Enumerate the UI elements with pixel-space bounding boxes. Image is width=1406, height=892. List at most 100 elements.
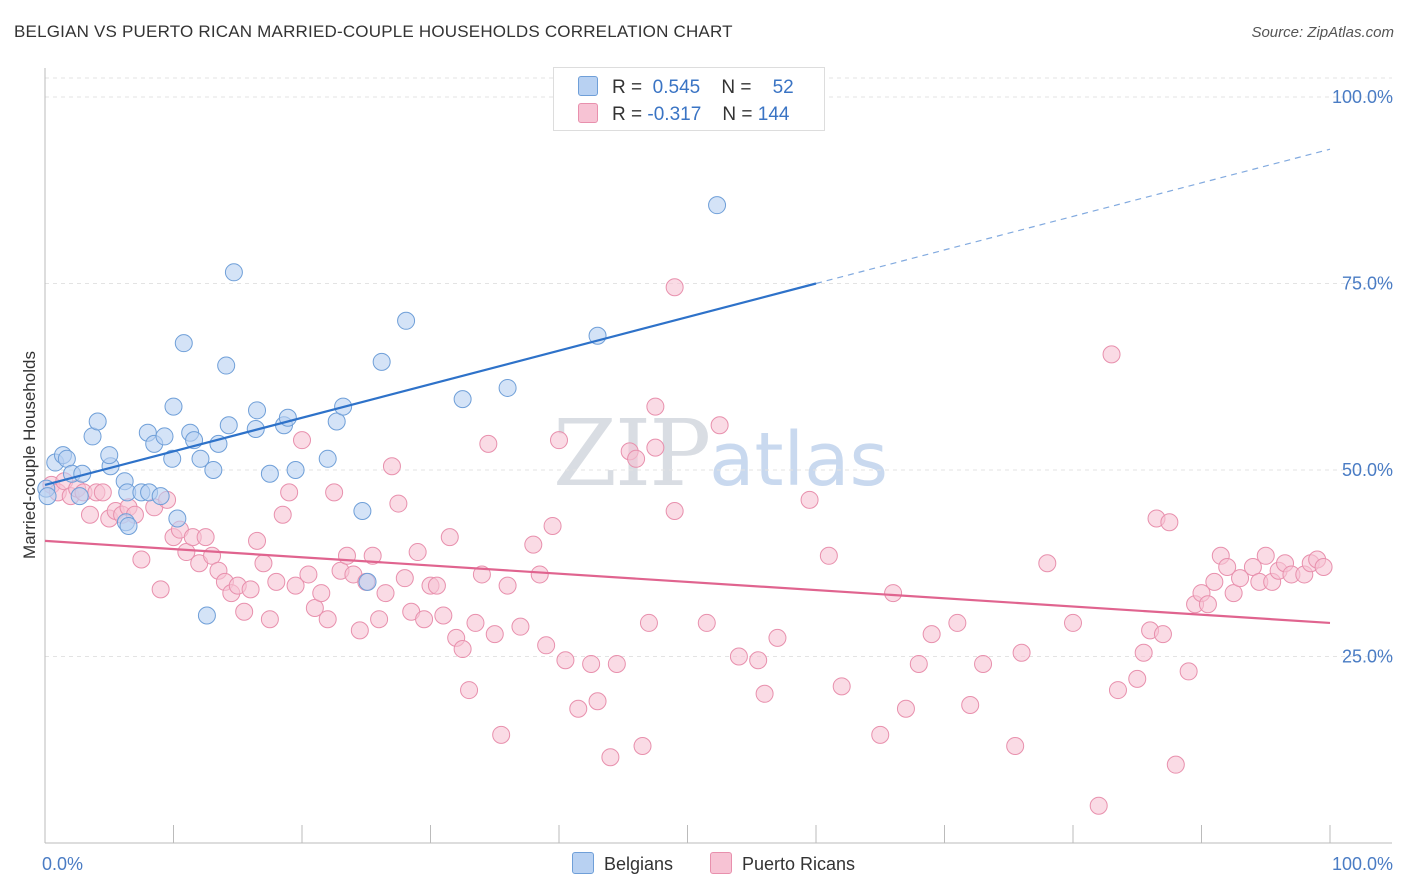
puerto-rican-point [511, 617, 530, 636]
legend-n-label: N = [722, 104, 753, 125]
puerto-rican-point [1205, 572, 1224, 591]
watermark: ZIPatlas [553, 400, 888, 507]
puerto-rican-point [871, 725, 890, 744]
puerto-rican-point [286, 576, 305, 595]
puerto-rican-point [646, 438, 665, 457]
puerto-rican-point [248, 531, 267, 550]
bottom-legend-label-belgians: Belgians [604, 854, 674, 874]
puerto-rican-point [434, 606, 453, 625]
puerto-rican-point [241, 580, 260, 599]
puerto-rican-point [755, 684, 774, 703]
puerto-rican-point [665, 278, 684, 297]
puerto-rican-point [582, 654, 601, 673]
puerto-rican-point [293, 431, 311, 450]
belgian-point [260, 464, 279, 483]
belgian-point [248, 401, 267, 420]
legend-n-value: 52 [772, 77, 794, 98]
puerto-rican-point [665, 502, 684, 521]
puerto-rican-point [1256, 546, 1275, 565]
puerto-rican-point [80, 505, 99, 524]
puerto-rican-point [1198, 595, 1217, 614]
belgian-point [353, 502, 372, 521]
bottom-legend-swatch-puerto-ricans [710, 852, 732, 874]
belgian-point [197, 606, 216, 625]
puerto-rican-point [543, 516, 562, 535]
puerto-rican-point [312, 584, 331, 603]
puerto-rican-point [1102, 345, 1121, 364]
puerto-rican-point [389, 494, 408, 513]
puerto-rican-point [1218, 557, 1237, 576]
puerto-rican-point [453, 640, 472, 659]
puerto-rican-point [961, 695, 980, 714]
belgian-point [708, 196, 727, 215]
puerto-rican-point [485, 625, 504, 644]
puerto-rican-point [318, 610, 337, 629]
source-credit: Source: ZipAtlas.com [1251, 24, 1394, 41]
puerto-rican-point [280, 483, 299, 502]
puerto-rican-point [768, 628, 787, 647]
puerto-rican-point [1160, 513, 1179, 532]
belgian-point [119, 516, 138, 535]
belgian-point [286, 461, 305, 479]
puerto-rican-point [627, 449, 646, 468]
puerto-rican-point [832, 677, 851, 696]
puerto-rican-point [267, 572, 286, 591]
puerto-rican-point [819, 546, 838, 565]
belgian-point [217, 356, 236, 375]
watermark-atlas: atlas [709, 417, 888, 503]
puerto-rican-point [1134, 643, 1153, 662]
puerto-rican-point [800, 490, 819, 509]
puerto-rican-point [697, 613, 716, 632]
bottom-legend-puerto-ricans: Puerto Ricans [710, 852, 855, 875]
legend-swatch-belgians [578, 76, 598, 96]
puerto-rican-point [633, 737, 652, 756]
puerto-rican-point [498, 576, 517, 595]
belgian-point [163, 449, 182, 468]
puerto-rican-point [427, 576, 446, 595]
puerto-rican-point [408, 543, 427, 562]
belgian-point [38, 487, 57, 506]
puerto-rican-point [588, 692, 607, 711]
belgian-point [397, 311, 416, 330]
puerto-rican-point [466, 613, 485, 632]
puerto-rican-point [363, 546, 382, 565]
x-tick-label-min: 0.0% [42, 854, 83, 874]
legend-r-label: R = [612, 104, 643, 125]
puerto-rican-point [415, 610, 434, 629]
puerto-rican-point [395, 569, 414, 588]
belgian-point [164, 397, 183, 416]
puerto-rican-point [151, 580, 170, 599]
belgian-point [174, 334, 193, 353]
puerto-rican-point [1224, 584, 1243, 603]
y-axis-label: Married-couple Households [20, 351, 39, 559]
puerto-rican-point [350, 621, 369, 640]
bottom-legend-swatch-belgians [572, 852, 594, 874]
legend-row-belgians: R = 0.545 N = 52 [578, 76, 794, 99]
legend-n-value: 144 [757, 104, 790, 125]
puerto-rican-point [460, 681, 479, 700]
puerto-rican-point [1231, 569, 1250, 588]
legend-n-label: N = [721, 77, 752, 98]
stats-legend: R = 0.545 N = 52 R = -0.317 N = 144 [553, 67, 825, 131]
belgian-point [70, 487, 89, 506]
belgian-point [88, 412, 107, 431]
legend-r-value: -0.317 [647, 104, 702, 125]
puerto-rican-point [922, 625, 941, 644]
puerto-rican-point [1089, 796, 1108, 815]
belgian-point [204, 461, 223, 479]
puerto-rican-point [1179, 662, 1198, 681]
belgian-point [372, 352, 391, 371]
puerto-rican-point [1006, 737, 1025, 756]
puerto-rican-point [260, 610, 279, 629]
puerto-rican-point [299, 565, 318, 584]
puerto-rican-point [1166, 755, 1185, 774]
puerto-rican-point [1012, 643, 1031, 662]
puerto-rican-trend-line [44, 539, 1331, 625]
puerto-rican-point [370, 610, 389, 629]
puerto-rican-point [639, 613, 658, 632]
puerto-rican-point [729, 647, 748, 666]
belgian-point [57, 449, 76, 468]
puerto-rican-point [440, 528, 459, 547]
puerto-rican-point [254, 554, 273, 573]
puerto-rican-point [537, 636, 556, 655]
